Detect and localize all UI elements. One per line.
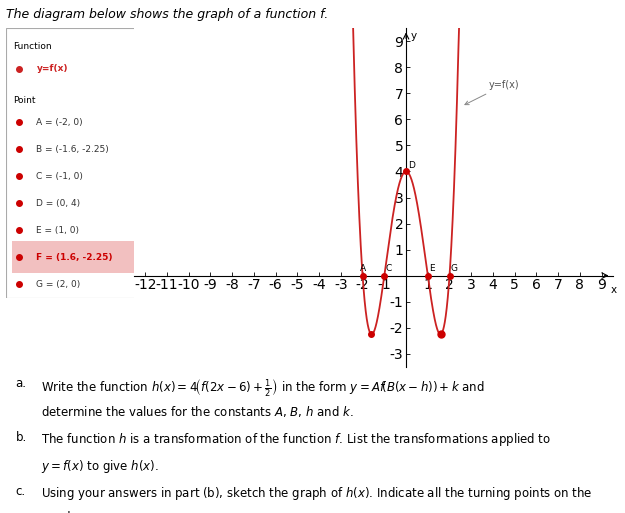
Text: C: C xyxy=(386,264,392,272)
Text: y=f(x): y=f(x) xyxy=(465,80,519,105)
Text: y=f(x): y=f(x) xyxy=(36,64,68,73)
Text: G = (2, 0): G = (2, 0) xyxy=(36,280,81,289)
Text: y: y xyxy=(411,31,416,41)
Text: D = (0, 4): D = (0, 4) xyxy=(36,199,81,208)
Text: C = (-1, 0): C = (-1, 0) xyxy=(36,172,83,181)
Text: c.: c. xyxy=(16,485,26,498)
Text: a.: a. xyxy=(16,377,27,390)
Text: D: D xyxy=(408,161,414,170)
Text: B = (-1.6, -2.25): B = (-1.6, -2.25) xyxy=(36,145,109,154)
Text: b.: b. xyxy=(16,431,27,444)
Text: Write the function $h(x) = 4\!\left(f(2x-6)+\frac{1}{2}\right)$ in the form $y =: Write the function $h(x) = 4\!\left(f(2x… xyxy=(41,377,484,398)
Text: G: G xyxy=(451,264,458,272)
Text: F = (1.6, -2.25): F = (1.6, -2.25) xyxy=(36,252,113,262)
Text: x: x xyxy=(611,285,616,295)
Text: graph.: graph. xyxy=(41,511,79,513)
Text: E = (1, 0): E = (1, 0) xyxy=(36,226,79,235)
Text: A: A xyxy=(361,264,366,272)
Text: $y = f(x)$ to give $h(x)$.: $y = f(x)$ to give $h(x)$. xyxy=(41,458,159,475)
Text: The diagram below shows the graph of a function f.: The diagram below shows the graph of a f… xyxy=(6,8,329,21)
Text: Using your answers in part (b), sketch the graph of $h(x)$. Indicate all the tur: Using your answers in part (b), sketch t… xyxy=(41,485,592,502)
FancyBboxPatch shape xyxy=(6,28,138,298)
Text: Point: Point xyxy=(12,95,35,105)
Text: A = (-2, 0): A = (-2, 0) xyxy=(36,118,83,127)
Text: The function $h$ is a transformation of the function $f$. List the transformatio: The function $h$ is a transformation of … xyxy=(41,431,551,448)
Text: determine the values for the constants $A$, $B$, $h$ and $k$.: determine the values for the constants $… xyxy=(41,404,353,419)
Text: Function: Function xyxy=(12,42,51,51)
FancyBboxPatch shape xyxy=(11,241,135,273)
Text: E: E xyxy=(429,264,434,272)
